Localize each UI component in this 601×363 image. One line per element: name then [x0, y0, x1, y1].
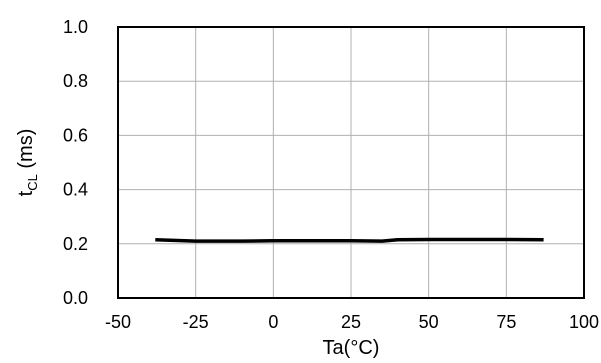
series-layer — [155, 237, 544, 243]
x-tick-labels: -50 -25 0 25 50 75 100 — [105, 312, 599, 332]
x-axis-title: Ta(°C) — [323, 337, 380, 359]
x-tick-label: 25 — [341, 312, 361, 332]
y-tick-label: 0.0 — [63, 288, 88, 308]
y-axis-title: tCL (ms) — [15, 129, 40, 197]
x-tick-label: 75 — [496, 312, 516, 332]
y-tick-label: 0.6 — [63, 125, 88, 145]
y-tick-label: 1.0 — [63, 17, 88, 37]
x-tick-label: -25 — [183, 312, 209, 332]
x-tick-label: 100 — [569, 312, 599, 332]
y-tick-label: 0.2 — [63, 234, 88, 254]
y-tick-label: 0.4 — [63, 180, 88, 200]
series-line — [155, 237, 544, 243]
y-axis-title-main: t — [15, 190, 37, 196]
y-tick-labels: 0.0 0.2 0.4 0.6 0.8 1.0 — [63, 17, 88, 308]
y-axis-title-subscript: CL — [25, 174, 40, 191]
x-tick-label: -50 — [105, 312, 131, 332]
grid — [118, 27, 584, 298]
y-axis-title-unit: (ms) — [15, 129, 37, 175]
x-tick-label: 50 — [419, 312, 439, 332]
plot-frame — [117, 26, 585, 299]
x-tick-label: 0 — [268, 312, 278, 332]
y-tick-label: 0.8 — [63, 71, 88, 91]
